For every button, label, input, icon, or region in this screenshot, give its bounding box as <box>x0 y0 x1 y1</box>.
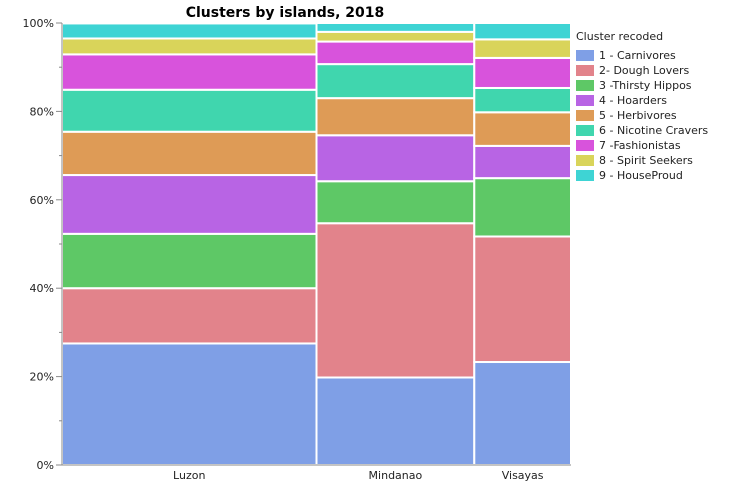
mosaic-cell-luzon-4 <box>61 174 318 235</box>
legend-swatch <box>576 155 594 166</box>
chart-title: Clusters by islands, 2018 <box>186 5 385 21</box>
mosaic-cell-mindanao-2 <box>315 222 476 379</box>
y-tick-label: 80% <box>30 105 54 118</box>
x-tick-label: Luzon <box>173 469 205 482</box>
mosaic-cell-luzon-8 <box>61 37 318 56</box>
legend-item: 7 -Fashionistas <box>576 138 708 153</box>
mosaic-cell-mindanao-8 <box>315 30 476 43</box>
mosaic-cell-visayas-8 <box>473 38 573 59</box>
mosaic-cell-mindanao-5 <box>315 97 476 137</box>
mosaic-cell-visayas-3 <box>473 177 573 238</box>
mosaic-cell-mindanao-4 <box>315 134 476 183</box>
legend-item: 8 - Spirit Seekers <box>576 153 708 168</box>
mosaic-cell-visayas-1 <box>473 361 573 467</box>
plot-area <box>61 22 573 467</box>
legend-swatch <box>576 65 594 76</box>
legend-swatch <box>576 125 594 136</box>
legend-item: 4 - Hoarders <box>576 93 708 108</box>
mosaic-cell-visayas-4 <box>473 144 573 180</box>
y-tick-label: 100% <box>23 17 54 30</box>
legend-swatch <box>576 140 594 151</box>
legend-title: Cluster recoded <box>576 30 664 43</box>
mosaic-cell-mindanao-6 <box>315 63 476 100</box>
mosaic-cell-luzon-9 <box>61 22 318 40</box>
legend-item: 2- Dough Lovers <box>576 63 708 78</box>
legend-item: 3 -Thirsty Hippos <box>576 78 708 93</box>
legend-item: 6 - Nicotine Cravers <box>576 123 708 138</box>
x-axis: Luzon Mindanao Visayas <box>62 464 571 482</box>
mosaic-cell-mindanao-1 <box>315 376 476 467</box>
mosaic-cell-visayas-5 <box>473 111 573 147</box>
y-axis: 0% 20% 40% 60% 80% 100% <box>23 17 63 472</box>
legend-swatch <box>576 110 594 121</box>
legend-label: 2- Dough Lovers <box>599 64 690 77</box>
mosaic-cell-visayas-7 <box>473 56 573 89</box>
legend-item: 1 - Carnivores <box>576 48 708 63</box>
legend-label: 6 - Nicotine Cravers <box>599 124 709 137</box>
mosaic-cell-mindanao-9 <box>315 22 476 33</box>
legend-swatch <box>576 170 594 181</box>
mosaic-cell-luzon-1 <box>61 342 318 467</box>
mosaic-cell-mindanao-3 <box>315 180 476 225</box>
legend-label: 4 - Hoarders <box>599 94 668 107</box>
x-tick-label: Visayas <box>502 469 544 482</box>
mosaic-cell-mindanao-7 <box>315 40 476 66</box>
legend-swatch <box>576 50 594 61</box>
mosaic-cell-visayas-9 <box>473 22 573 41</box>
mosaic-cell-luzon-6 <box>61 88 318 133</box>
y-tick-label: 40% <box>30 282 54 295</box>
legend-label: 7 -Fashionistas <box>599 139 681 152</box>
y-tick-label: 20% <box>30 371 54 384</box>
legend: Cluster recoded 1 - Carnivores 2- Dough L… <box>576 30 708 183</box>
mosaic-cell-visayas-6 <box>473 86 573 114</box>
legend-swatch <box>576 95 594 106</box>
legend-items: 1 - Carnivores 2- Dough Lovers 3 -Thirsty … <box>576 48 708 183</box>
legend-label: 8 - Spirit Seekers <box>599 154 693 167</box>
legend-label: 5 - Herbivores <box>599 109 677 122</box>
mosaic-cell-luzon-7 <box>61 53 318 91</box>
x-tick-label: Mindanao <box>369 469 423 482</box>
legend-label: 1 - Carnivores <box>599 49 676 62</box>
legend-item: 5 - Herbivores <box>576 108 708 123</box>
legend-label: 9 - HouseProud <box>599 169 683 182</box>
y-tick-label: 60% <box>30 194 54 207</box>
y-tick-label: 0% <box>37 459 54 472</box>
mosaic-cell-luzon-3 <box>61 232 318 290</box>
legend-swatch <box>576 80 594 91</box>
legend-item: 9 - HouseProud <box>576 168 708 183</box>
legend-label: 3 -Thirsty Hippos <box>599 79 692 92</box>
mosaic-cell-luzon-5 <box>61 130 318 177</box>
mosaic-cell-visayas-2 <box>473 235 573 364</box>
mosaic-cell-luzon-2 <box>61 287 318 345</box>
